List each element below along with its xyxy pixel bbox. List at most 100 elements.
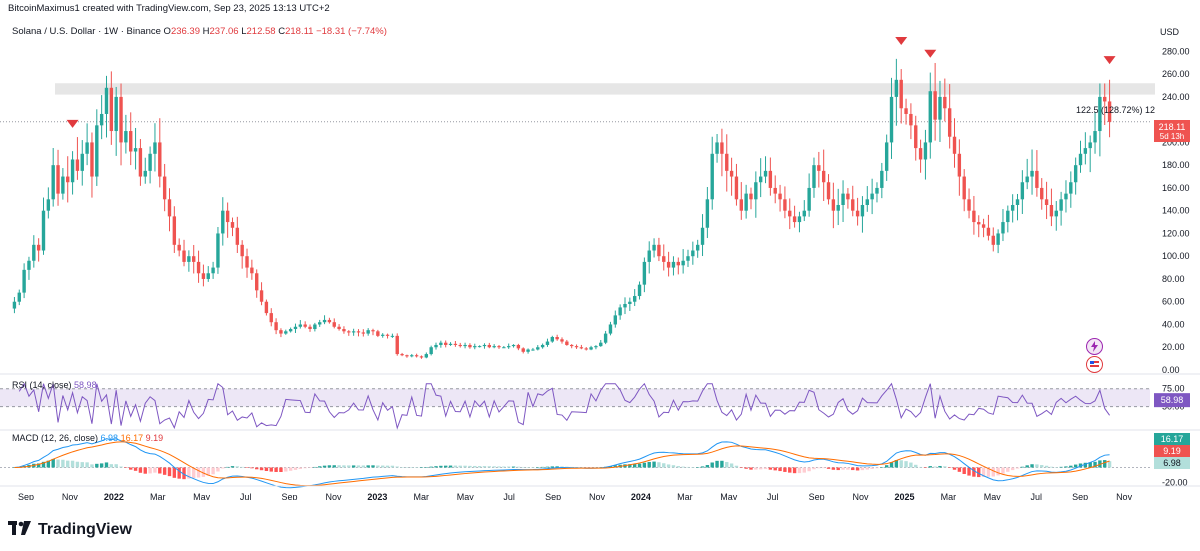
macd-badge xyxy=(1154,445,1190,457)
macd-histogram-bar xyxy=(923,467,928,468)
macd-histogram-bar xyxy=(526,467,530,468)
macd-histogram-bar xyxy=(884,465,889,468)
candle-body xyxy=(991,235,995,245)
candle-body xyxy=(192,256,196,262)
macd-histogram-bar xyxy=(303,467,307,469)
macd-histogram-bar xyxy=(725,461,729,468)
candle-body xyxy=(957,153,962,177)
macd-histogram-bar xyxy=(875,467,879,469)
macd-histogram-bar xyxy=(284,467,288,472)
macd-histogram-bar xyxy=(201,467,206,477)
flash-icon[interactable] xyxy=(1086,338,1103,355)
macd-histogram-bar xyxy=(1015,467,1020,469)
candle-body xyxy=(119,96,123,143)
candle-body xyxy=(628,301,632,304)
macd-histogram-bar xyxy=(855,467,860,471)
candle-body xyxy=(734,176,739,200)
candle-body xyxy=(284,331,288,334)
macd-histogram-bar xyxy=(206,467,210,476)
candle-body xyxy=(487,344,492,348)
macd-histogram-bar xyxy=(133,467,138,471)
rsi-band xyxy=(0,388,1150,407)
candle-body xyxy=(603,333,608,343)
candle-body xyxy=(666,261,671,268)
candle-body xyxy=(681,260,685,266)
macd-histogram-bar xyxy=(1059,466,1063,468)
macd-histogram-bar xyxy=(255,467,259,470)
candle-body xyxy=(797,216,802,223)
time-tick-label: 2023 xyxy=(367,492,387,500)
candle-body xyxy=(85,142,89,154)
candle-body xyxy=(555,337,559,340)
brand-footer: TradingView xyxy=(8,520,132,540)
candle-body xyxy=(458,344,462,347)
flag-icon[interactable] xyxy=(1086,356,1103,373)
macd-histogram-bar xyxy=(851,467,855,471)
macd-histogram-bar xyxy=(216,467,220,472)
macd-histogram-bar xyxy=(720,460,724,468)
macd-histogram-bar xyxy=(695,466,700,468)
time-tick-label: Mar xyxy=(414,492,430,500)
time-tick-label: Jul xyxy=(767,492,779,500)
candle-body xyxy=(36,244,41,251)
candle-body xyxy=(962,176,966,200)
macd-histogram-bar xyxy=(41,461,46,468)
brand-name: TradingView xyxy=(38,521,132,538)
candle-body xyxy=(303,324,307,327)
candle-body xyxy=(1098,96,1102,132)
candle-body xyxy=(201,273,206,279)
macd-histogram-bar xyxy=(70,460,75,468)
macd-histogram-bar xyxy=(1103,460,1107,468)
macd-histogram-bar xyxy=(666,464,671,468)
macd-histogram-bar xyxy=(933,466,937,468)
macd-histogram-bar xyxy=(1073,464,1078,468)
candle-body xyxy=(599,342,603,347)
macd-histogram-bar xyxy=(676,466,680,468)
candle-body xyxy=(1083,148,1088,154)
macd-histogram-bar xyxy=(104,462,109,468)
time-tick-label: Sep xyxy=(282,492,298,500)
macd-histogram-bar xyxy=(686,466,690,468)
candle-body xyxy=(129,131,133,152)
candle-body xyxy=(637,284,642,297)
candle-body xyxy=(647,250,651,262)
macd-histogram-bar xyxy=(264,467,269,472)
candle-countdown: 5d 13h xyxy=(1160,132,1184,141)
candle-body xyxy=(725,153,729,171)
macd-histogram-bar xyxy=(395,466,399,468)
macd-histogram-bar xyxy=(1078,463,1083,468)
time-tick-label: 2024 xyxy=(631,492,651,500)
candle-body xyxy=(671,261,676,268)
candle-body xyxy=(318,322,322,325)
candle-body xyxy=(710,153,714,200)
macd-histogram-bar xyxy=(860,467,865,471)
macd-histogram-bar xyxy=(66,460,70,468)
candle-body xyxy=(545,341,550,345)
candle-body xyxy=(943,96,947,109)
macd-histogram-bar xyxy=(356,465,361,468)
macd-histogram-bar xyxy=(497,466,501,468)
candle-body xyxy=(410,355,414,357)
macd-histogram-bar xyxy=(351,465,356,468)
signal-line xyxy=(14,441,1110,487)
macd-histogram-bar xyxy=(749,467,753,470)
candle-body xyxy=(531,349,535,351)
candle-body xyxy=(1044,199,1049,205)
macd-histogram-bar xyxy=(313,466,317,468)
macd-histogram-bar xyxy=(880,467,884,468)
macd-histogram-bar xyxy=(560,466,564,468)
candle-body xyxy=(1069,182,1073,194)
candle-body xyxy=(230,222,235,228)
candle-body xyxy=(846,193,850,200)
macd-histogram-bar xyxy=(405,467,409,468)
candle-body xyxy=(240,244,244,257)
price-chart[interactable]: 0.00 20.00 40.00 60.00 80.00 100.00 120.00 140.… xyxy=(0,0,1200,500)
candle-body xyxy=(972,210,976,223)
macd-histogram-bar xyxy=(797,467,802,474)
candle-body xyxy=(763,170,768,177)
candle-body xyxy=(1040,187,1044,200)
price-tick-label: 40.00 xyxy=(1162,319,1185,329)
macd-histogram-bar xyxy=(85,462,89,468)
price-tick-label: 160.00 xyxy=(1162,183,1190,193)
candle-body xyxy=(860,205,865,217)
